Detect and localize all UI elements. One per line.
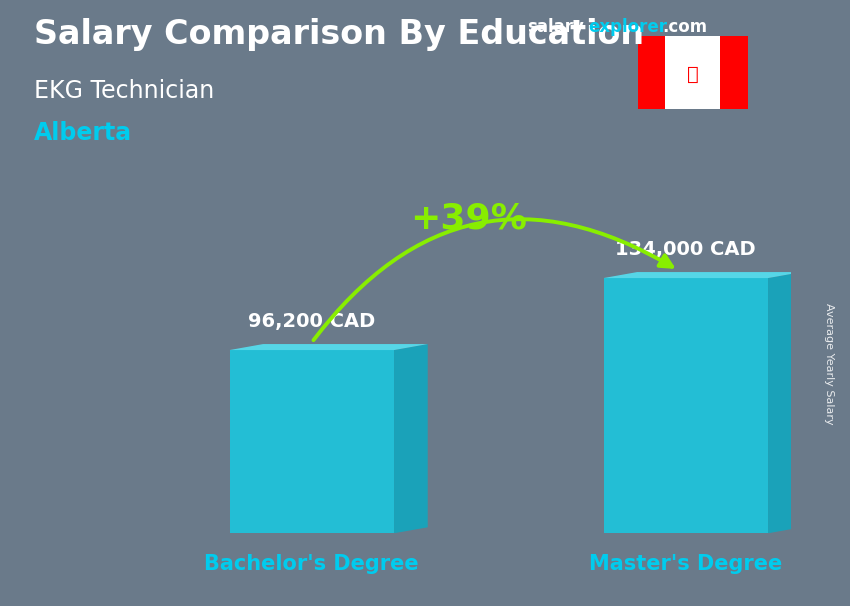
Text: 96,200 CAD: 96,200 CAD bbox=[248, 311, 376, 331]
Polygon shape bbox=[230, 350, 394, 533]
Text: .com: .com bbox=[662, 18, 707, 36]
Polygon shape bbox=[604, 272, 802, 278]
Text: salary: salary bbox=[527, 18, 584, 36]
Bar bbox=[638, 36, 665, 109]
Polygon shape bbox=[768, 272, 802, 533]
Text: explorer: explorer bbox=[588, 18, 667, 36]
Text: +39%: +39% bbox=[411, 202, 527, 236]
Polygon shape bbox=[604, 278, 768, 533]
Text: Master's Degree: Master's Degree bbox=[589, 553, 782, 574]
Polygon shape bbox=[230, 344, 428, 350]
Polygon shape bbox=[394, 344, 428, 533]
Text: Bachelor's Degree: Bachelor's Degree bbox=[205, 553, 419, 574]
Bar bbox=[720, 36, 748, 109]
Text: Salary Comparison By Education: Salary Comparison By Education bbox=[34, 18, 644, 51]
Text: 🍁: 🍁 bbox=[687, 65, 699, 84]
Text: Alberta: Alberta bbox=[34, 121, 132, 145]
Bar bbox=[665, 36, 720, 109]
Text: Average Yearly Salary: Average Yearly Salary bbox=[824, 303, 834, 424]
Text: 134,000 CAD: 134,000 CAD bbox=[615, 240, 756, 259]
Text: EKG Technician: EKG Technician bbox=[34, 79, 214, 103]
